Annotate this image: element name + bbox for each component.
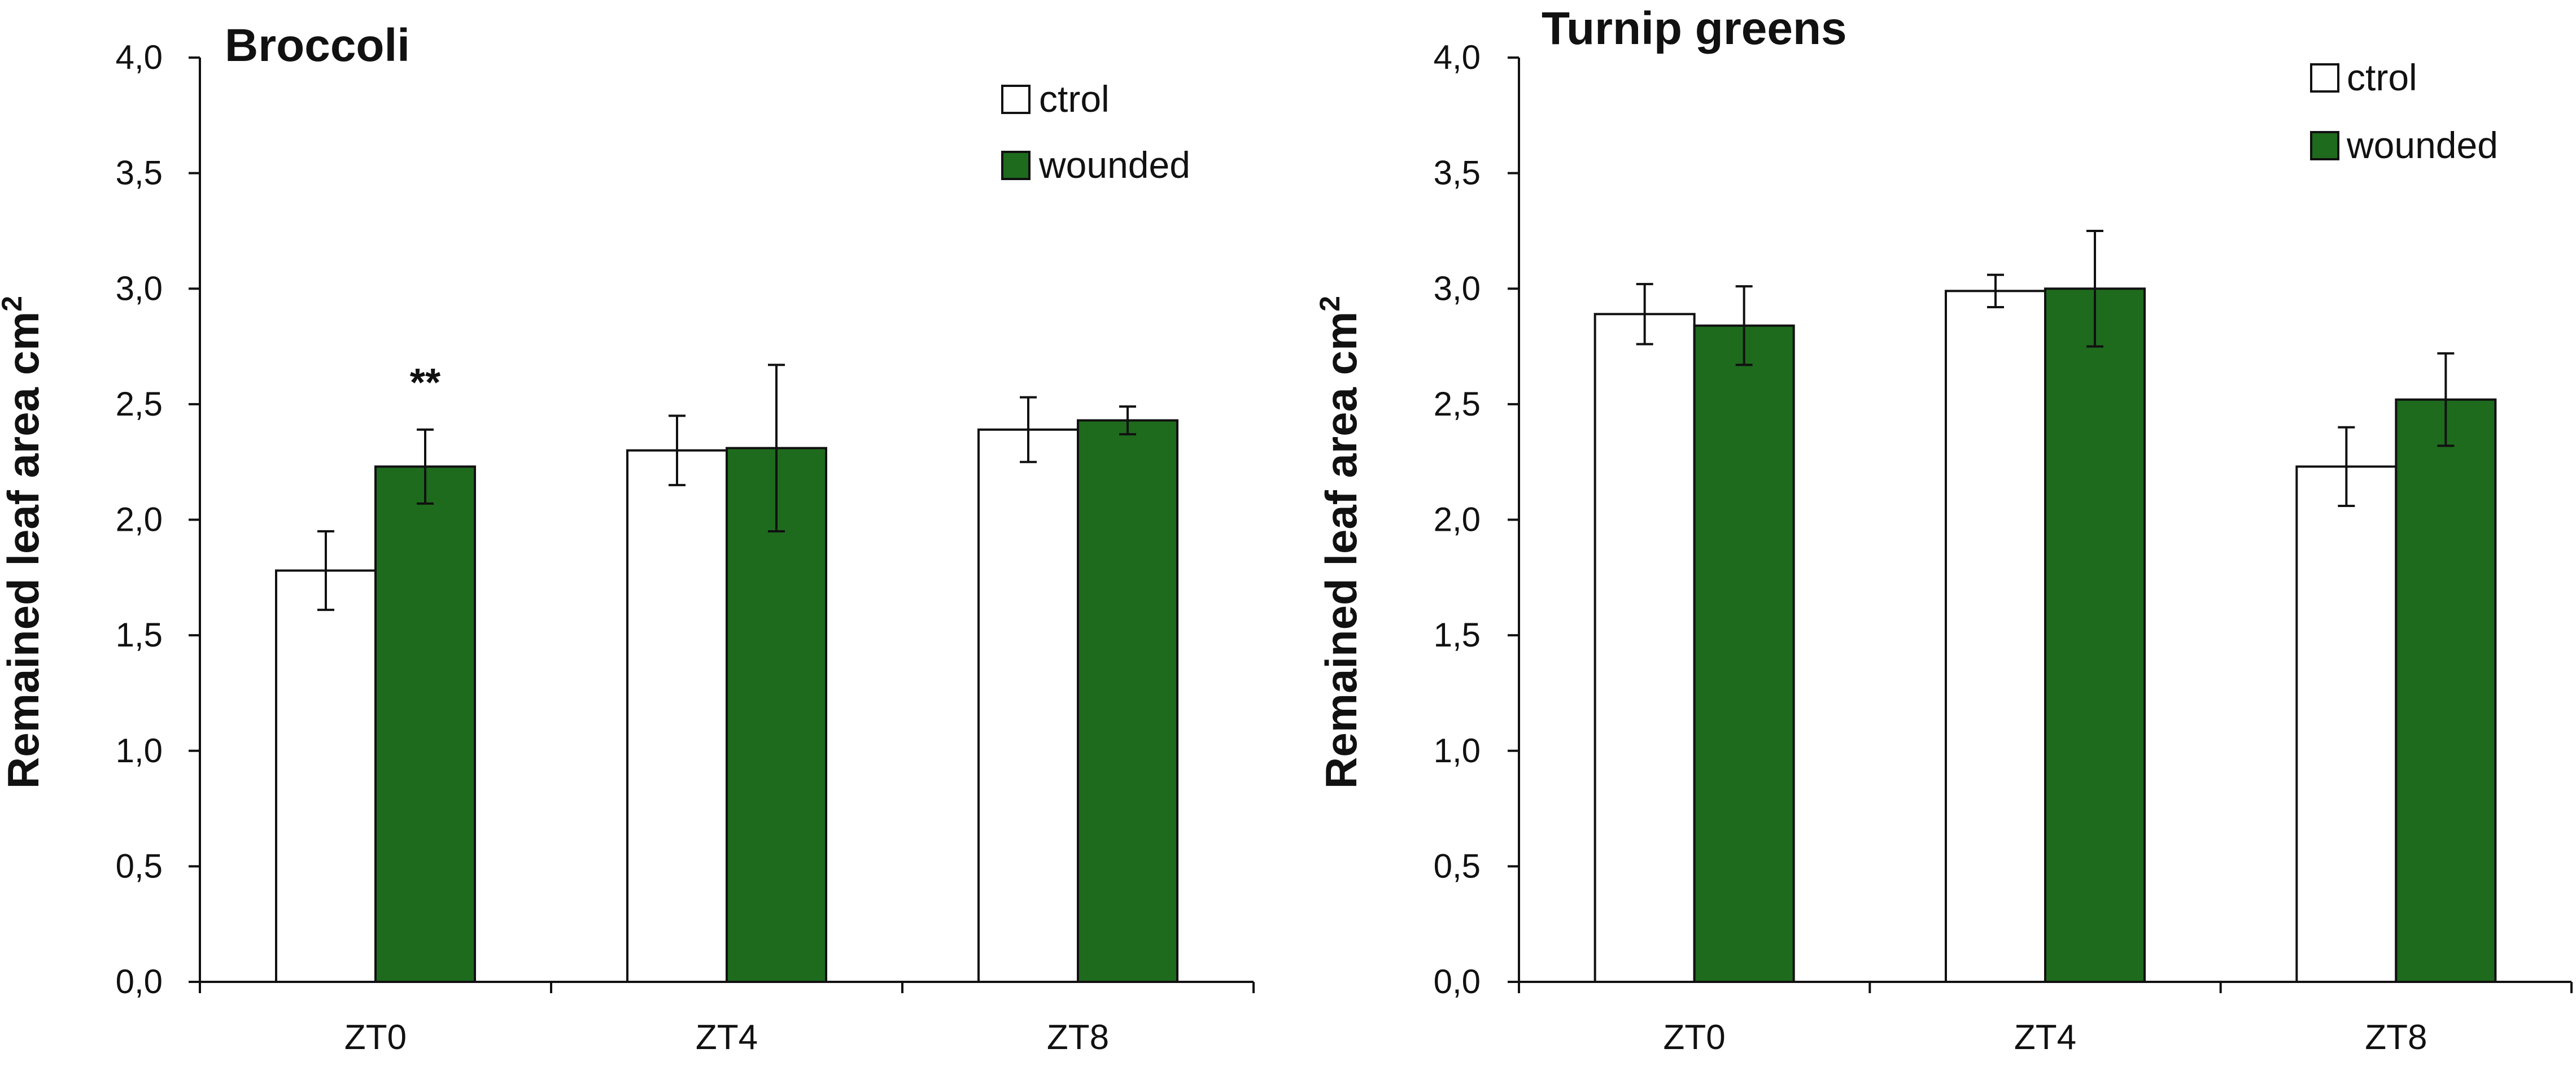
turnip-greens-legend-swatch-ctrol <box>2310 63 2339 93</box>
broccoli-bar-zt4-ctrol <box>626 449 728 983</box>
broccoli-y-tick-label: 0,0 <box>116 963 163 1001</box>
turnip-greens-y-tick-label: 1,5 <box>1434 616 1481 654</box>
turnip-greens-chart-panel: 0,0 0,5 1,0 1,5 2,0 2,5 3,0 3,5 4,0 ZT0 ZT4 ZT8 Turn… <box>1314 3 2573 1057</box>
turnip-greens-bar-zt4-wounded <box>2044 287 2146 983</box>
broccoli-y-tick-label: 1,0 <box>116 732 163 770</box>
turnip-greens-bar-zt8-ctrol <box>2295 465 2398 983</box>
turnip-greens-y-tick-label: 2,0 <box>1434 501 1481 539</box>
broccoli-legend-swatch-wounded <box>1001 151 1031 180</box>
turnip-greens-y-tick-label: 3,5 <box>1434 154 1481 192</box>
broccoli-y-tick-label: 3,5 <box>116 154 163 192</box>
broccoli-y-axis-title-superscript: 2 <box>0 296 28 312</box>
turnip-greens-y-tick-label: 0,0 <box>1434 963 1481 1001</box>
turnip-greens-y-tick-label: 1,0 <box>1434 732 1481 770</box>
turnip-greens-y-tick-label: 3,0 <box>1434 269 1481 307</box>
turnip-greens-x-tick-label-zt0: ZT0 <box>1664 1018 1726 1057</box>
broccoli-y-tick-label: 3,0 <box>116 269 163 307</box>
turnip-greens-y-axis-title-superscript: 2 <box>1314 296 1346 312</box>
turnip-greens-y-tick-label: 4,0 <box>1434 38 1481 76</box>
broccoli-bar-zt0-ctrol <box>275 569 377 983</box>
turnip-greens-legend-label-ctrol: ctrol <box>2347 56 2417 98</box>
broccoli-y-tick-label: 0,5 <box>116 847 163 885</box>
broccoli-y-tick-label: 2,0 <box>116 501 163 539</box>
turnip-greens-legend-swatch-wounded <box>2310 131 2339 160</box>
turnip-greens-legend-label-wounded: wounded <box>2346 124 2498 166</box>
turnip-greens-chart-title: Turnip greens <box>1542 3 1847 54</box>
broccoli-legend-label-ctrol: ctrol <box>1039 78 1110 120</box>
turnip-greens-bar-zt0-wounded <box>1693 324 1795 983</box>
broccoli-significance-annotation: ** <box>410 360 441 404</box>
broccoli-y-tick-label: 4,0 <box>116 38 163 76</box>
broccoli-y-tick-label: 2,5 <box>116 385 163 423</box>
turnip-greens-bar-zt8-wounded <box>2395 398 2497 984</box>
turnip-greens-y-axis-title: Remained leaf area cm2 <box>1314 296 1366 789</box>
turnip-greens-y-tick-label: 0,5 <box>1434 847 1481 885</box>
broccoli-x-tick-label-zt4: ZT4 <box>696 1018 758 1057</box>
turnip-greens-bar-zt4-ctrol <box>1945 290 2046 983</box>
broccoli-bar-zt0-wounded <box>374 465 476 983</box>
turnip-greens-bar-zt0-ctrol <box>1593 313 1696 984</box>
broccoli-chart-panel: 0,0 0,5 1,0 1,5 2,0 2,5 3,0 3,5 4,0 ZT0 ZT4 ZT8 ** Br… <box>0 20 1255 1057</box>
turnip-greens-x-tick-label-zt8: ZT8 <box>2365 1018 2427 1057</box>
turnip-greens-y-tick-label: 2,5 <box>1434 385 1481 423</box>
broccoli-legend-swatch-ctrol <box>1001 85 1031 114</box>
broccoli-legend-label-wounded: wounded <box>1038 144 1190 186</box>
broccoli-x-tick-label-zt8: ZT8 <box>1047 1018 1109 1057</box>
broccoli-bar-zt4-wounded <box>726 447 827 983</box>
broccoli-bar-zt8-ctrol <box>977 428 1079 983</box>
broccoli-y-tick-label: 1,5 <box>116 616 163 654</box>
broccoli-y-axis-title: Remained leaf area cm2 <box>0 296 48 789</box>
broccoli-bar-zt8-wounded <box>1077 419 1178 983</box>
broccoli-x-tick-label-zt0: ZT0 <box>344 1018 407 1057</box>
turnip-greens-x-tick-label-zt4: ZT4 <box>2014 1018 2076 1057</box>
broccoli-chart-title: Broccoli <box>225 20 410 71</box>
